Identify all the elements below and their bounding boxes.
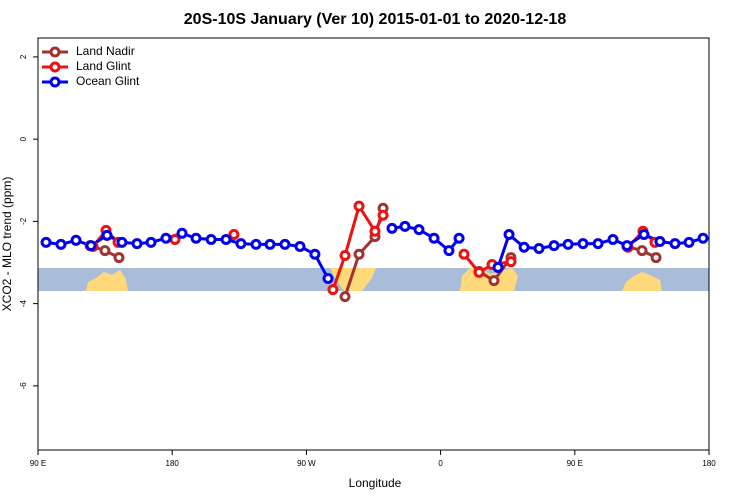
- x-tick-label: 90 E: [30, 459, 46, 468]
- data-point: [176, 227, 188, 239]
- x-tick-label: 90 W: [297, 459, 316, 468]
- data-point: [99, 245, 111, 257]
- data-point: [70, 234, 82, 246]
- data-point: [607, 233, 619, 245]
- data-point: [339, 250, 351, 262]
- x-tick-label: 90 E: [567, 459, 583, 468]
- data-point: [636, 245, 648, 257]
- data-point: [492, 261, 504, 273]
- y-tick-label: 0: [19, 136, 28, 141]
- data-point: [562, 238, 574, 250]
- data-point: [503, 229, 515, 241]
- data-point: [339, 291, 351, 303]
- data-point: [264, 238, 276, 250]
- y-tick-label: -6: [19, 382, 28, 390]
- data-point: [131, 238, 143, 250]
- legend-marker: [49, 76, 61, 88]
- data-point: [250, 238, 262, 250]
- data-point: [190, 232, 202, 244]
- y-axis-label: XCO2 - MLO trend (ppm): [0, 177, 14, 312]
- x-tick-label: 180: [702, 459, 716, 468]
- data-point: [279, 238, 291, 250]
- data-point: [327, 284, 339, 296]
- data-point: [309, 248, 321, 260]
- data-point: [235, 238, 247, 250]
- data-point: [399, 220, 411, 232]
- data-point: [505, 256, 517, 268]
- data-point: [413, 224, 425, 236]
- data-point: [548, 240, 560, 252]
- data-point: [85, 240, 97, 252]
- data-point: [669, 238, 681, 250]
- data-point: [697, 232, 709, 244]
- data-point: [386, 222, 398, 234]
- data-point: [683, 236, 695, 248]
- legend-label: Land Glint: [76, 59, 131, 73]
- data-point: [638, 229, 650, 241]
- data-point: [533, 243, 545, 255]
- x-tick-label: 180: [166, 459, 180, 468]
- data-point: [369, 225, 381, 237]
- y-tick-label: -2: [19, 217, 28, 225]
- data-point: [40, 236, 52, 248]
- data-point: [518, 241, 530, 253]
- data-point: [377, 209, 389, 221]
- data-point: [353, 248, 365, 260]
- y-tick-label: 2: [19, 54, 28, 59]
- map-strip: [38, 268, 709, 291]
- data-point: [55, 238, 67, 250]
- data-point: [353, 200, 365, 212]
- data-point: [322, 273, 334, 285]
- x-axis-label: Longitude: [349, 476, 402, 490]
- legend-marker: [49, 46, 61, 58]
- data-point: [650, 252, 662, 264]
- data-point: [116, 236, 128, 248]
- data-point: [428, 232, 440, 244]
- data-point: [145, 236, 157, 248]
- x-tick-label: 0: [438, 459, 443, 468]
- data-point: [488, 275, 500, 287]
- data-point: [113, 252, 125, 264]
- data-point: [101, 229, 113, 241]
- data-point: [220, 233, 232, 245]
- data-point: [443, 245, 455, 257]
- plot-frame: [37, 37, 710, 451]
- data-point: [577, 238, 589, 250]
- data-point: [621, 240, 633, 252]
- data-point: [473, 266, 485, 278]
- data-point: [654, 236, 666, 248]
- data-point: [453, 232, 465, 244]
- data-point: [205, 233, 217, 245]
- data-point: [228, 229, 240, 241]
- y-tick-label: -4: [19, 300, 28, 308]
- data-point: [294, 240, 306, 252]
- chart-title: 20S-10S January (Ver 10) 2015-01-01 to 2…: [184, 11, 567, 28]
- legend-marker: [49, 61, 61, 73]
- data-point: [458, 248, 470, 260]
- legend-label: Land Nadir: [76, 44, 135, 58]
- data-point: [592, 238, 604, 250]
- legend-label: Ocean Glint: [76, 74, 140, 88]
- data-point: [160, 232, 172, 244]
